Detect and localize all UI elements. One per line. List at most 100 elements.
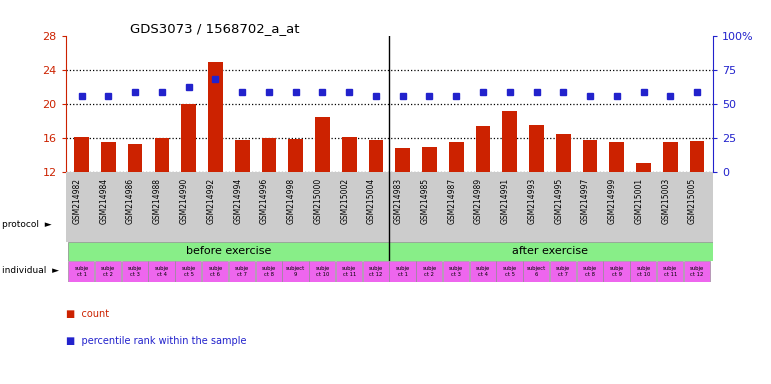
Text: after exercise: after exercise [512, 246, 588, 256]
Bar [261, 138, 276, 172]
Bar [315, 117, 330, 172]
Text: subje
ct 3: subje ct 3 [128, 266, 142, 277]
Text: subje
ct 7: subje ct 7 [556, 266, 571, 277]
Bar [68, 242, 389, 261]
Bar [449, 142, 463, 172]
Text: subje
ct 10: subje ct 10 [315, 266, 329, 277]
Bar [202, 261, 228, 282]
Text: GSM214984: GSM214984 [99, 177, 109, 223]
Text: GSM215000: GSM215000 [314, 177, 322, 224]
Text: GSM214994: GSM214994 [233, 177, 242, 224]
Text: subject
6: subject 6 [527, 266, 546, 277]
Bar [497, 261, 523, 282]
Bar [529, 124, 544, 172]
Bar [68, 261, 94, 282]
Text: subje
ct 1: subje ct 1 [396, 266, 410, 277]
Bar [362, 261, 389, 282]
Bar [255, 261, 281, 282]
Bar [389, 242, 713, 261]
Bar [443, 261, 469, 282]
Bar [524, 261, 550, 282]
Bar [389, 261, 416, 282]
Bar [470, 261, 496, 282]
Bar [556, 134, 571, 172]
Text: GSM215001: GSM215001 [635, 177, 644, 223]
Text: GSM214995: GSM214995 [554, 177, 564, 224]
Bar [609, 142, 625, 172]
Text: subje
ct 3: subje ct 3 [449, 266, 463, 277]
Bar [369, 140, 383, 172]
Text: subje
ct 7: subje ct 7 [235, 266, 249, 277]
Text: GSM214982: GSM214982 [72, 177, 82, 223]
Text: GSM214991: GSM214991 [501, 177, 510, 223]
Text: GSM214997: GSM214997 [581, 177, 590, 224]
Text: GSM215002: GSM215002 [340, 177, 349, 223]
Bar [583, 140, 598, 172]
Bar [630, 261, 656, 282]
Text: GSM214986: GSM214986 [126, 177, 135, 223]
Bar [684, 261, 710, 282]
Text: GSM214998: GSM214998 [287, 177, 296, 223]
Text: subje
ct 12: subje ct 12 [690, 266, 704, 277]
Text: subje
ct 10: subje ct 10 [637, 266, 651, 277]
Bar [423, 147, 437, 172]
Text: subje
ct 9: subje ct 9 [610, 266, 624, 277]
Text: GSM214992: GSM214992 [207, 177, 215, 223]
Text: GSM214987: GSM214987 [447, 177, 456, 223]
Bar [181, 104, 196, 172]
Bar [149, 261, 175, 282]
Text: subje
ct 5: subje ct 5 [503, 266, 517, 277]
Bar [74, 137, 89, 172]
Bar [550, 261, 576, 282]
Text: subje
ct 2: subje ct 2 [423, 266, 436, 277]
Bar [690, 141, 705, 172]
Bar [122, 261, 148, 282]
Text: GDS3073 / 1568702_a_at: GDS3073 / 1568702_a_at [130, 22, 300, 35]
Bar [101, 142, 116, 172]
Bar [336, 261, 362, 282]
Text: GSM214983: GSM214983 [394, 177, 402, 223]
Bar [309, 261, 335, 282]
Bar [229, 261, 255, 282]
Text: GSM215005: GSM215005 [689, 177, 697, 224]
Bar [288, 139, 303, 172]
Text: subje
ct 2: subje ct 2 [101, 266, 116, 277]
Text: GSM214996: GSM214996 [260, 177, 269, 224]
Text: subje
ct 8: subje ct 8 [583, 266, 598, 277]
Text: GSM214993: GSM214993 [527, 177, 537, 224]
Bar [476, 126, 490, 172]
Text: GSM214988: GSM214988 [153, 177, 162, 223]
Text: ■  percentile rank within the sample: ■ percentile rank within the sample [66, 336, 246, 346]
Bar [282, 261, 308, 282]
Bar [95, 261, 121, 282]
Text: protocol  ►: protocol ► [2, 220, 52, 229]
Bar [577, 261, 603, 282]
Bar [416, 261, 443, 282]
Text: subje
ct 4: subje ct 4 [476, 266, 490, 277]
Text: subje
ct 12: subje ct 12 [369, 266, 383, 277]
Bar [175, 261, 201, 282]
Text: ■  count: ■ count [66, 309, 109, 319]
Text: before exercise: before exercise [186, 246, 271, 256]
Text: GSM214990: GSM214990 [180, 177, 189, 224]
Text: subject
9: subject 9 [286, 266, 305, 277]
Text: subje
ct 11: subje ct 11 [342, 266, 356, 277]
Text: GSM214989: GSM214989 [474, 177, 483, 223]
Bar [235, 140, 250, 172]
Text: GSM215003: GSM215003 [662, 177, 670, 224]
Bar [657, 261, 683, 282]
Text: subje
ct 5: subje ct 5 [181, 266, 196, 277]
Text: subje
ct 11: subje ct 11 [663, 266, 678, 277]
Text: individual  ►: individual ► [2, 266, 59, 275]
Text: subje
ct 8: subje ct 8 [262, 266, 276, 277]
Text: GSM214985: GSM214985 [420, 177, 429, 223]
Text: subje
ct 1: subje ct 1 [75, 266, 89, 277]
Bar [128, 144, 143, 172]
Bar [604, 261, 630, 282]
Text: subje
ct 6: subje ct 6 [208, 266, 223, 277]
Bar [208, 62, 223, 172]
Bar [154, 138, 170, 172]
Bar [663, 142, 678, 172]
Bar [503, 111, 517, 172]
Bar [636, 164, 651, 172]
